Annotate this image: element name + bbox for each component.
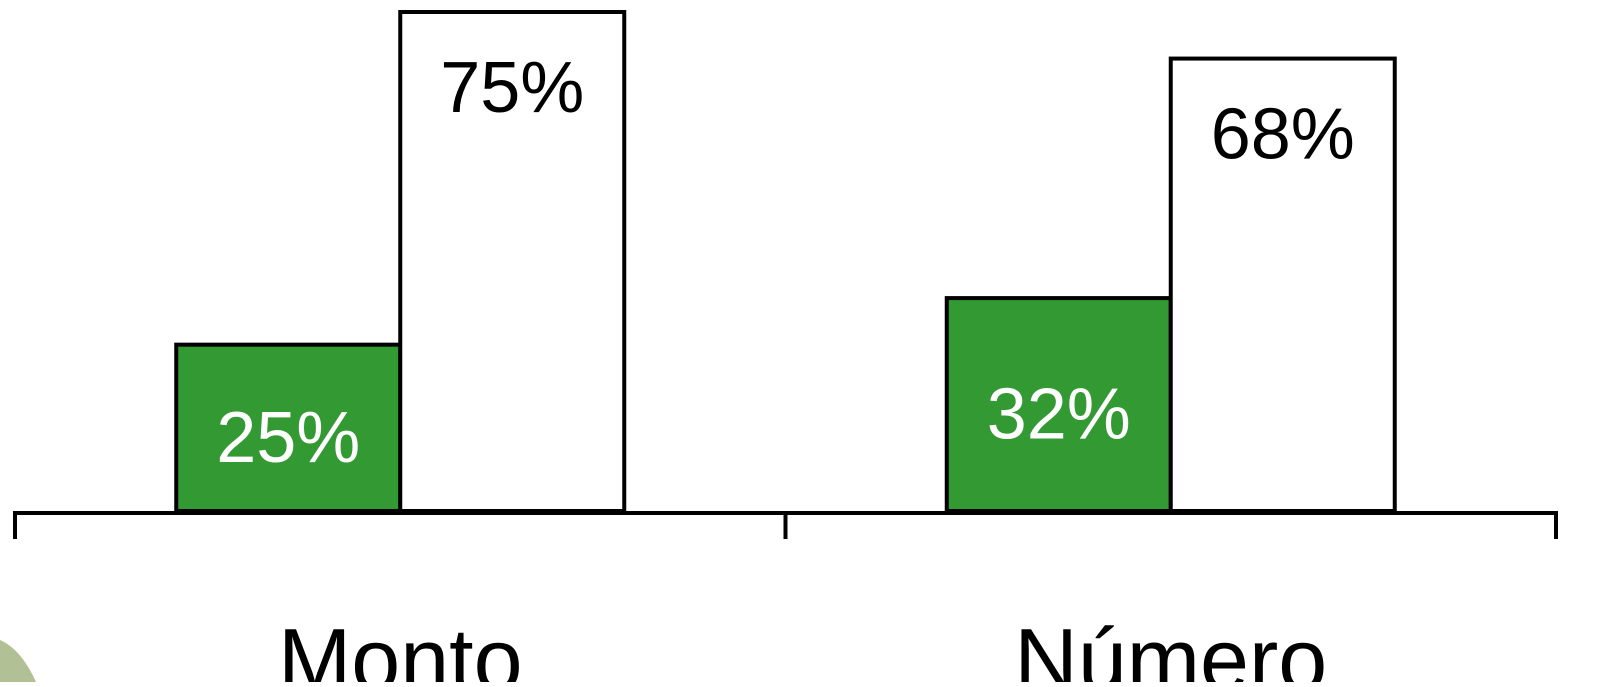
bar-número-1 <box>944 296 1173 513</box>
bars-layer <box>174 10 1397 513</box>
category-label-1: Monto <box>278 610 523 682</box>
corner-ornament-icon <box>0 640 36 682</box>
data-label-monto-2: 75% <box>440 48 584 128</box>
bar-monto-1 <box>174 342 403 513</box>
bar-número-2 <box>1168 56 1397 513</box>
data-label-número-1: 32% <box>987 375 1131 455</box>
x-axis <box>13 511 1558 539</box>
bar-monto-2 <box>398 10 627 513</box>
category-label-2: Número <box>1014 610 1327 682</box>
labels-layer: 25% 75% Monto 32% 68% Número <box>216 48 1355 687</box>
data-label-número-2: 68% <box>1211 95 1355 175</box>
data-label-monto-1: 25% <box>216 398 360 478</box>
